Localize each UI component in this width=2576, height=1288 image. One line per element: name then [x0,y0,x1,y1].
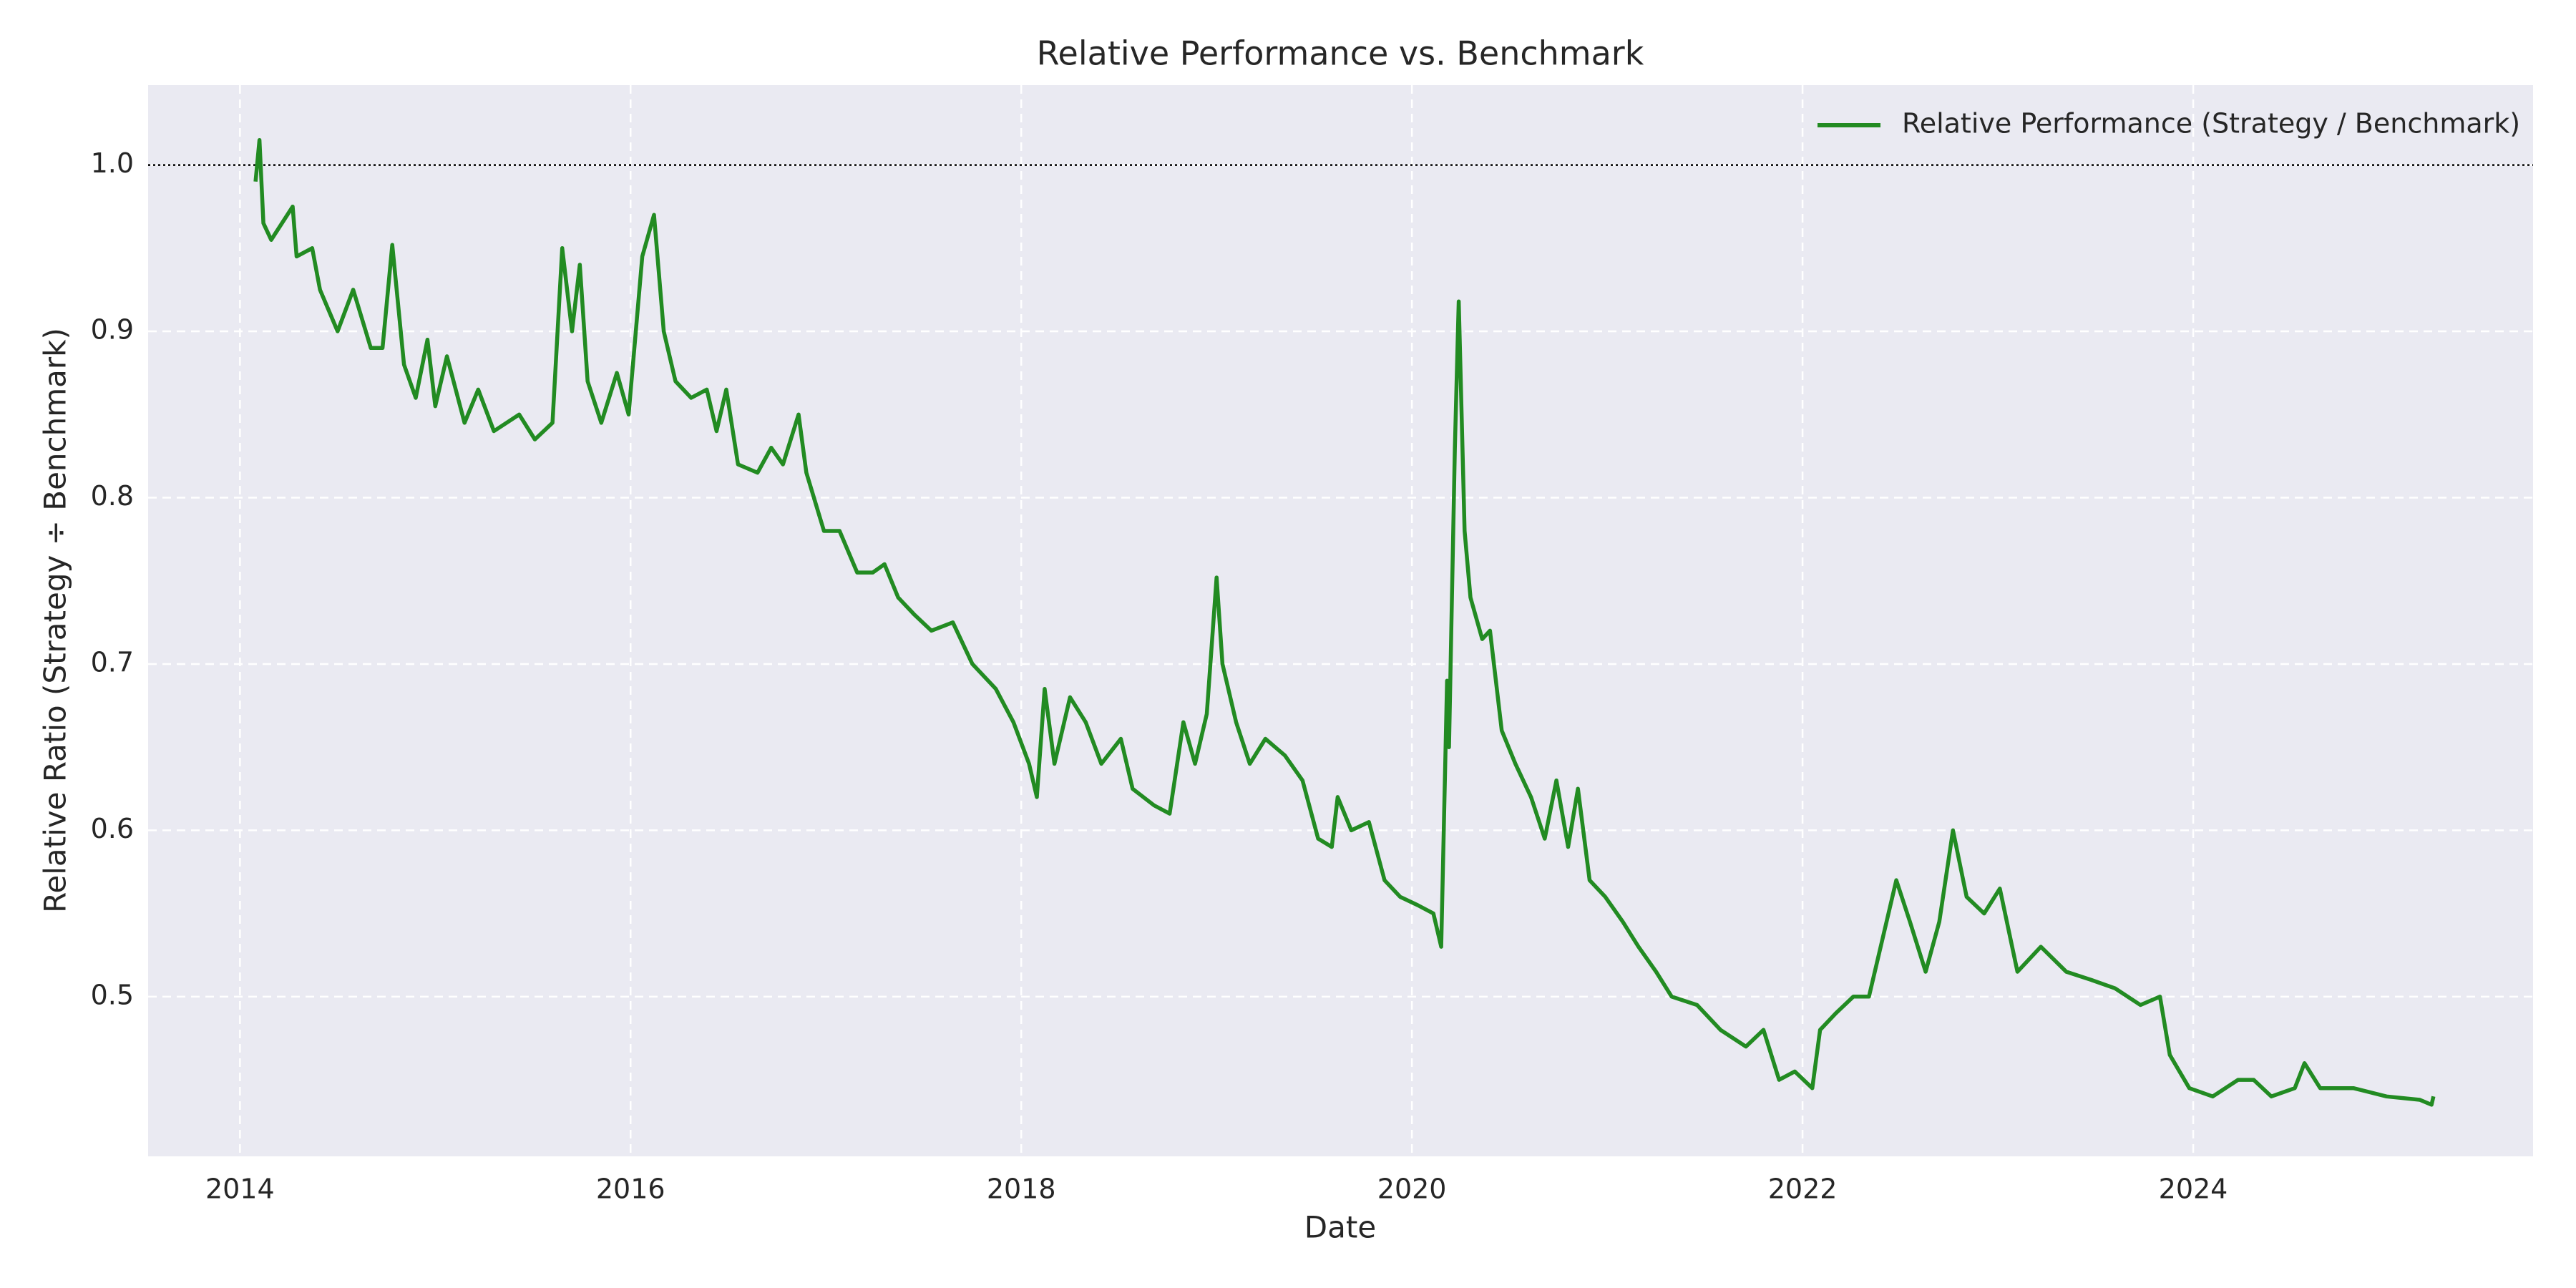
y-tick-label: 0.8 [91,480,134,512]
plot-area [148,85,2533,1156]
x-tick-label: 2016 [596,1174,665,1205]
x-tick-label: 2022 [1768,1174,1838,1205]
x-tick-label: 2018 [987,1174,1056,1205]
data-line [253,137,2436,1107]
y-tick-label: 0.6 [91,813,134,844]
y-tick-label: 1.0 [91,147,134,179]
x-tick-label: 2024 [2159,1174,2228,1205]
x-tick-label: 2020 [1377,1174,1447,1205]
y-tick-label: 0.5 [91,979,134,1010]
chart-title: Relative Performance vs. Benchmark [1037,34,1644,73]
y-tick-label: 0.7 [91,646,134,678]
x-axis-label: Date [1304,1210,1376,1245]
x-tick-label: 2014 [205,1174,275,1205]
y-axis-label: Relative Ratio (Strategy ÷ Benchmark) [38,328,73,913]
legend-label: Relative Performance (Strategy / Benchma… [1902,108,2520,140]
y-tick-label: 0.9 [91,314,134,346]
